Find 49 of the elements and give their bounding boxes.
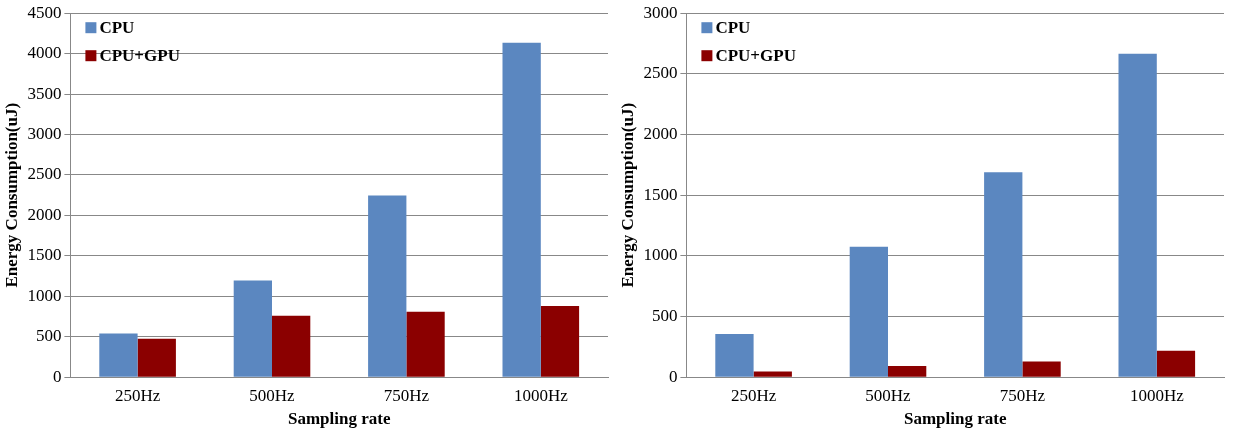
x-tick-label: 750Hz — [999, 385, 1046, 405]
legend-label: CPU+GPU — [99, 45, 180, 65]
y-tick-label: 1500 — [643, 184, 678, 204]
y-tick-label: 1500 — [27, 245, 62, 265]
y-tick-label: 1000 — [643, 245, 678, 265]
y-tick-label: 500 — [35, 326, 62, 346]
y-tick-label: 4000 — [27, 43, 62, 63]
x-axis-title: Sampling rate — [903, 409, 1007, 429]
x-tick-label: 250Hz — [730, 385, 777, 405]
legend-label: CPU — [715, 17, 751, 37]
bar — [1118, 53, 1157, 377]
y-tick-label: 3000 — [643, 2, 678, 22]
x-tick-label: 1000Hz — [513, 385, 569, 405]
y-tick-label: 500 — [651, 306, 678, 325]
y-tick-label: 1000 — [27, 285, 62, 305]
legend-label: CPU+GPU — [715, 45, 796, 65]
x-tick-label: 250Hz — [114, 385, 161, 405]
y-axis-title: Energy Consumption(uJ) — [1, 102, 21, 288]
bar — [502, 42, 541, 377]
x-tick-label: 500Hz — [865, 385, 912, 405]
y-axis-title: Energy Consumption(uJ) — [617, 102, 637, 288]
y-tick-label: 2500 — [643, 63, 678, 83]
bar — [888, 365, 927, 377]
y-tick-label: 3500 — [27, 83, 62, 103]
bar — [540, 306, 580, 377]
bar — [406, 311, 445, 377]
bar — [1156, 350, 1196, 377]
bar — [233, 280, 272, 377]
bar — [849, 246, 888, 377]
bar — [715, 333, 754, 377]
y-tick-label: 3000 — [27, 124, 62, 143]
bar — [99, 333, 138, 377]
bar — [753, 371, 792, 377]
bar — [368, 195, 407, 377]
bar — [984, 172, 1023, 377]
y-tick-label: 2000 — [643, 124, 678, 143]
x-tick-label: 750Hz — [383, 385, 430, 405]
bar — [137, 338, 176, 377]
bar — [1022, 361, 1061, 377]
x-axis-title: Sampling rate — [287, 409, 391, 429]
y-tick-label: 2500 — [27, 164, 62, 184]
y-tick-label: 2000 — [27, 204, 62, 224]
bar — [272, 315, 311, 377]
x-tick-label: 1000Hz — [1129, 385, 1185, 405]
y-tick-label: 0 — [52, 366, 62, 386]
y-tick-label: 0 — [668, 366, 678, 386]
y-tick-label: 4500 — [27, 2, 62, 22]
x-tick-label: 500Hz — [249, 385, 296, 405]
legend-label: CPU — [99, 17, 135, 37]
